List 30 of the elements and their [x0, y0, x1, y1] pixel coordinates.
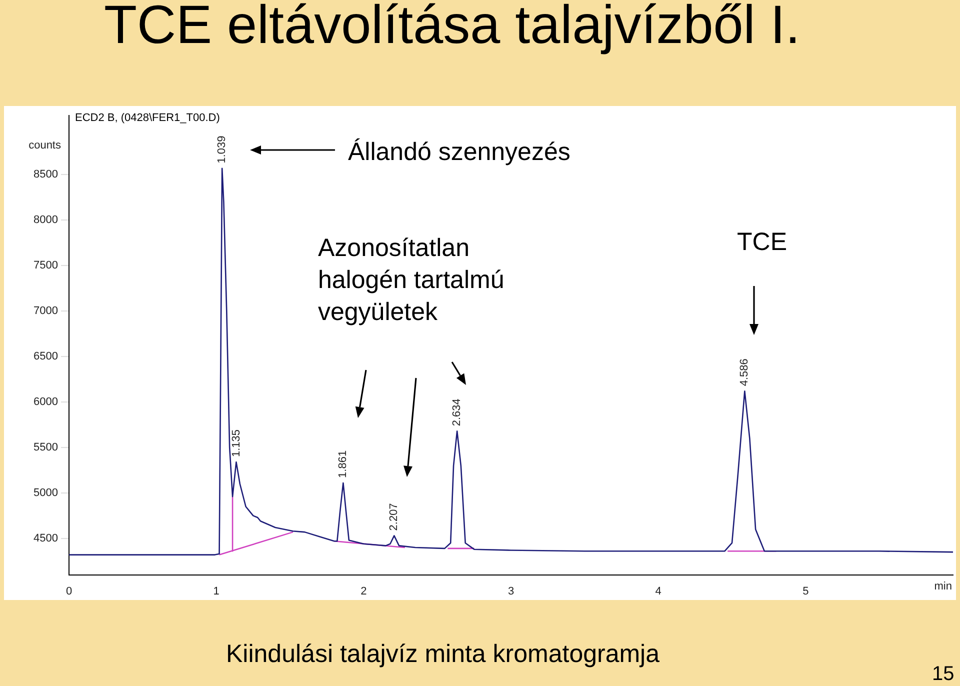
x-tick-label: 0: [66, 585, 72, 598]
annotation: 2.207: [388, 503, 400, 531]
x-tick-label: 1: [213, 585, 220, 598]
y-tick-label: 5000: [34, 486, 58, 499]
annotation: 2.634: [451, 398, 464, 426]
x-axis-title: min: [934, 580, 952, 592]
x-tick-label: 3: [508, 585, 514, 598]
annotation: Állandó szennyezés: [348, 137, 572, 168]
annotation: Azonosítatlan halogén tartalmú vegyületek: [318, 233, 506, 328]
y-tick-label: 4500: [34, 532, 58, 544]
chart-title: TCE eltávolítása talajvízből I.: [104, 0, 800, 56]
annotation: 1.861: [337, 450, 350, 478]
annotation: 1.135: [230, 430, 242, 458]
x-tick-label: 4: [655, 585, 662, 598]
y-tick-label: 6000: [34, 396, 58, 408]
y-axis-title: counts: [28, 140, 62, 152]
x-tick-label: 5: [802, 585, 809, 598]
annotation: 4.586: [738, 358, 751, 386]
annotation: ECD2 B, (0428\FER1_T00.D): [75, 112, 221, 124]
annotation: TCE: [737, 227, 788, 258]
text: 15: [932, 663, 956, 686]
y-tick-label: 8000: [34, 214, 58, 226]
y-tick-label: 7000: [34, 305, 58, 318]
y-tick-label: 6500: [34, 350, 58, 363]
x-tick-label: 2: [360, 585, 367, 598]
y-tick-label: 5500: [34, 442, 58, 454]
y-tick-label: 7500: [34, 260, 58, 272]
text: Kiindulási talajvíz minta kromatogramja: [226, 639, 661, 670]
annotation: 1.039: [216, 136, 228, 164]
y-tick-label: 8500: [34, 168, 58, 181]
